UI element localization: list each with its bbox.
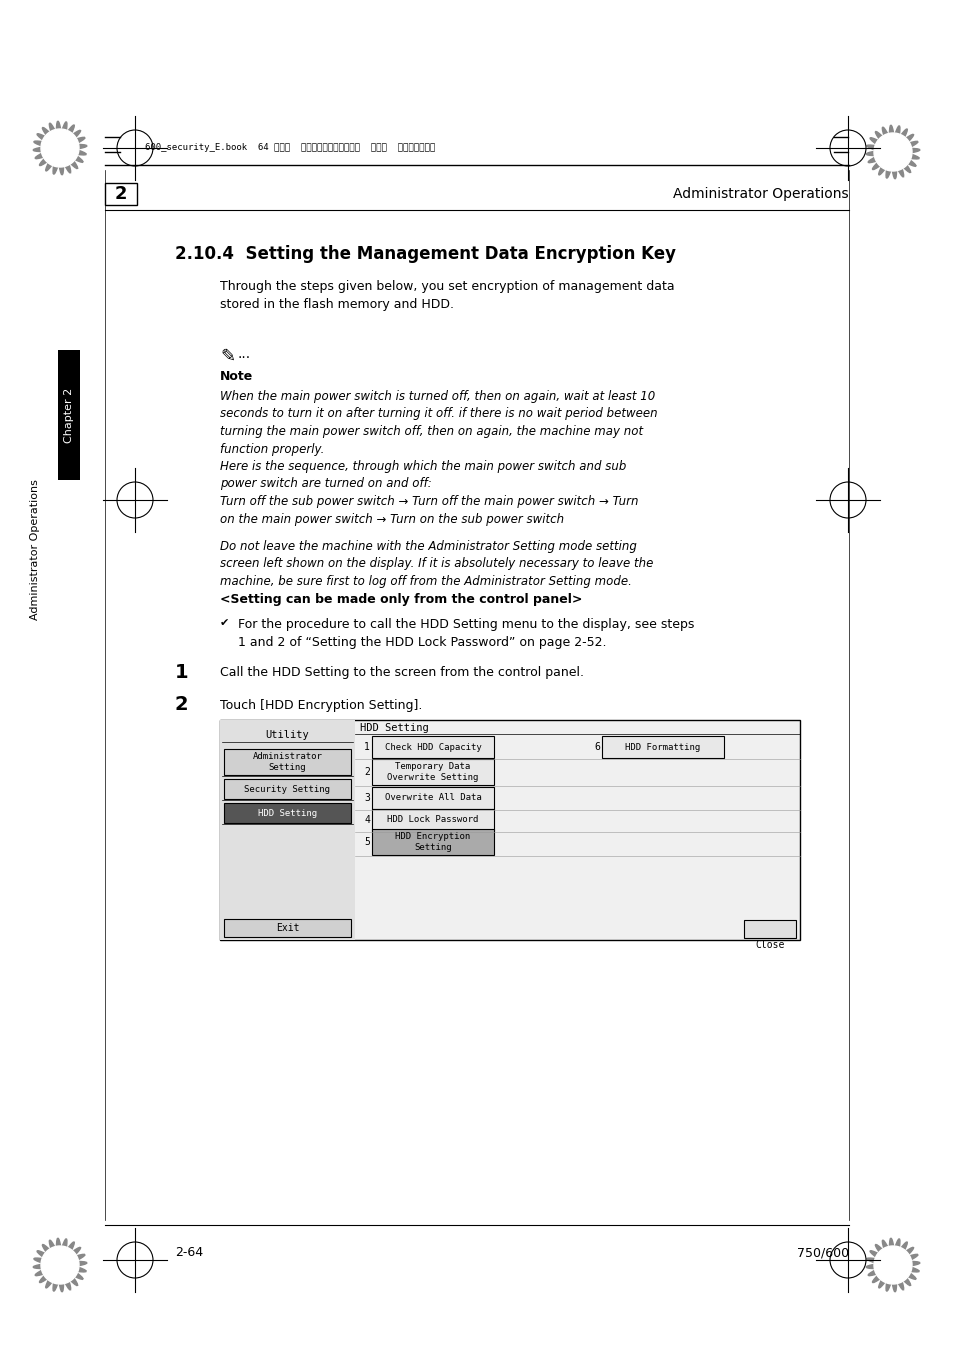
Text: Utility: Utility — [265, 730, 309, 740]
Polygon shape — [41, 1246, 79, 1284]
FancyBboxPatch shape — [105, 184, 137, 205]
Text: ✎: ✎ — [220, 348, 234, 366]
Text: Here is the sequence, through which the main power switch and sub
power switch a: Here is the sequence, through which the … — [220, 460, 626, 490]
Text: Do not leave the machine with the Administrator Setting mode setting
screen left: Do not leave the machine with the Admini… — [220, 540, 653, 589]
Text: 600_security_E.book  64 ページ  ２００６年１２月２７日  水曜日  午前７晏５０分: 600_security_E.book 64 ページ ２００６年１２月２７日 水… — [145, 143, 435, 153]
FancyBboxPatch shape — [224, 779, 351, 799]
FancyBboxPatch shape — [372, 809, 494, 832]
Text: 2.10.4  Setting the Management Data Encryption Key: 2.10.4 Setting the Management Data Encry… — [174, 244, 676, 263]
FancyBboxPatch shape — [372, 787, 494, 809]
Polygon shape — [873, 134, 911, 171]
Text: Turn off the sub power switch → Turn off the main power switch → Turn
on the mai: Turn off the sub power switch → Turn off… — [220, 495, 638, 525]
FancyBboxPatch shape — [372, 736, 494, 757]
Text: 2: 2 — [174, 695, 189, 714]
Text: 4: 4 — [364, 815, 370, 825]
Text: Administrator
Setting: Administrator Setting — [253, 752, 322, 772]
Text: Check HDD Capacity: Check HDD Capacity — [384, 743, 481, 752]
Text: Temporary Data
Overwrite Setting: Temporary Data Overwrite Setting — [387, 763, 478, 782]
Text: Close: Close — [755, 940, 784, 950]
FancyBboxPatch shape — [372, 829, 494, 855]
Text: ✔: ✔ — [220, 618, 229, 628]
Text: 750/600: 750/600 — [796, 1246, 848, 1260]
Polygon shape — [865, 1238, 919, 1292]
Text: HDD Encryption
Setting: HDD Encryption Setting — [395, 833, 470, 852]
Text: 2-64: 2-64 — [174, 1246, 203, 1260]
Text: Chapter 2: Chapter 2 — [64, 387, 74, 443]
Text: HDD Setting: HDD Setting — [257, 809, 316, 818]
FancyBboxPatch shape — [601, 736, 723, 757]
FancyBboxPatch shape — [224, 919, 351, 937]
Text: HDD Setting: HDD Setting — [359, 724, 428, 733]
Text: Administrator Operations: Administrator Operations — [30, 479, 40, 621]
Text: Exit: Exit — [275, 923, 299, 933]
Polygon shape — [865, 126, 919, 178]
Text: 6: 6 — [594, 743, 599, 752]
Text: Through the steps given below, you set encryption of management data
stored in t: Through the steps given below, you set e… — [220, 279, 674, 310]
Text: 5: 5 — [364, 837, 370, 846]
Polygon shape — [873, 1246, 911, 1284]
Bar — [58, 350, 80, 481]
FancyBboxPatch shape — [224, 803, 351, 824]
Text: Administrator Operations: Administrator Operations — [673, 188, 848, 201]
FancyBboxPatch shape — [743, 919, 795, 938]
Text: HDD Lock Password: HDD Lock Password — [387, 815, 478, 825]
Polygon shape — [33, 122, 87, 176]
Polygon shape — [33, 1238, 87, 1292]
Text: When the main power switch is turned off, then on again, wait at least 10
second: When the main power switch is turned off… — [220, 390, 657, 455]
Text: For the procedure to call the HDD Setting menu to the display, see steps
1 and 2: For the procedure to call the HDD Settin… — [237, 618, 694, 649]
Text: <Setting can be made only from the control panel>: <Setting can be made only from the contr… — [220, 593, 581, 606]
Text: Note: Note — [220, 370, 253, 383]
Text: 2: 2 — [364, 767, 370, 778]
Text: 3: 3 — [364, 792, 370, 803]
Text: HDD Formatting: HDD Formatting — [625, 743, 700, 752]
Polygon shape — [41, 130, 79, 167]
Text: ...: ... — [237, 347, 251, 360]
Text: 2: 2 — [114, 185, 127, 202]
Bar — [220, 720, 355, 940]
FancyBboxPatch shape — [372, 759, 494, 784]
Text: Touch [HDD Encryption Setting].: Touch [HDD Encryption Setting]. — [220, 699, 422, 711]
Text: 1: 1 — [364, 743, 370, 752]
Text: Overwrite All Data: Overwrite All Data — [384, 794, 481, 802]
FancyBboxPatch shape — [224, 749, 351, 775]
Text: 1: 1 — [174, 663, 189, 682]
Bar — [220, 720, 800, 940]
Text: Call the HDD Setting to the screen from the control panel.: Call the HDD Setting to the screen from … — [220, 666, 583, 679]
Text: Security Setting: Security Setting — [244, 784, 330, 794]
